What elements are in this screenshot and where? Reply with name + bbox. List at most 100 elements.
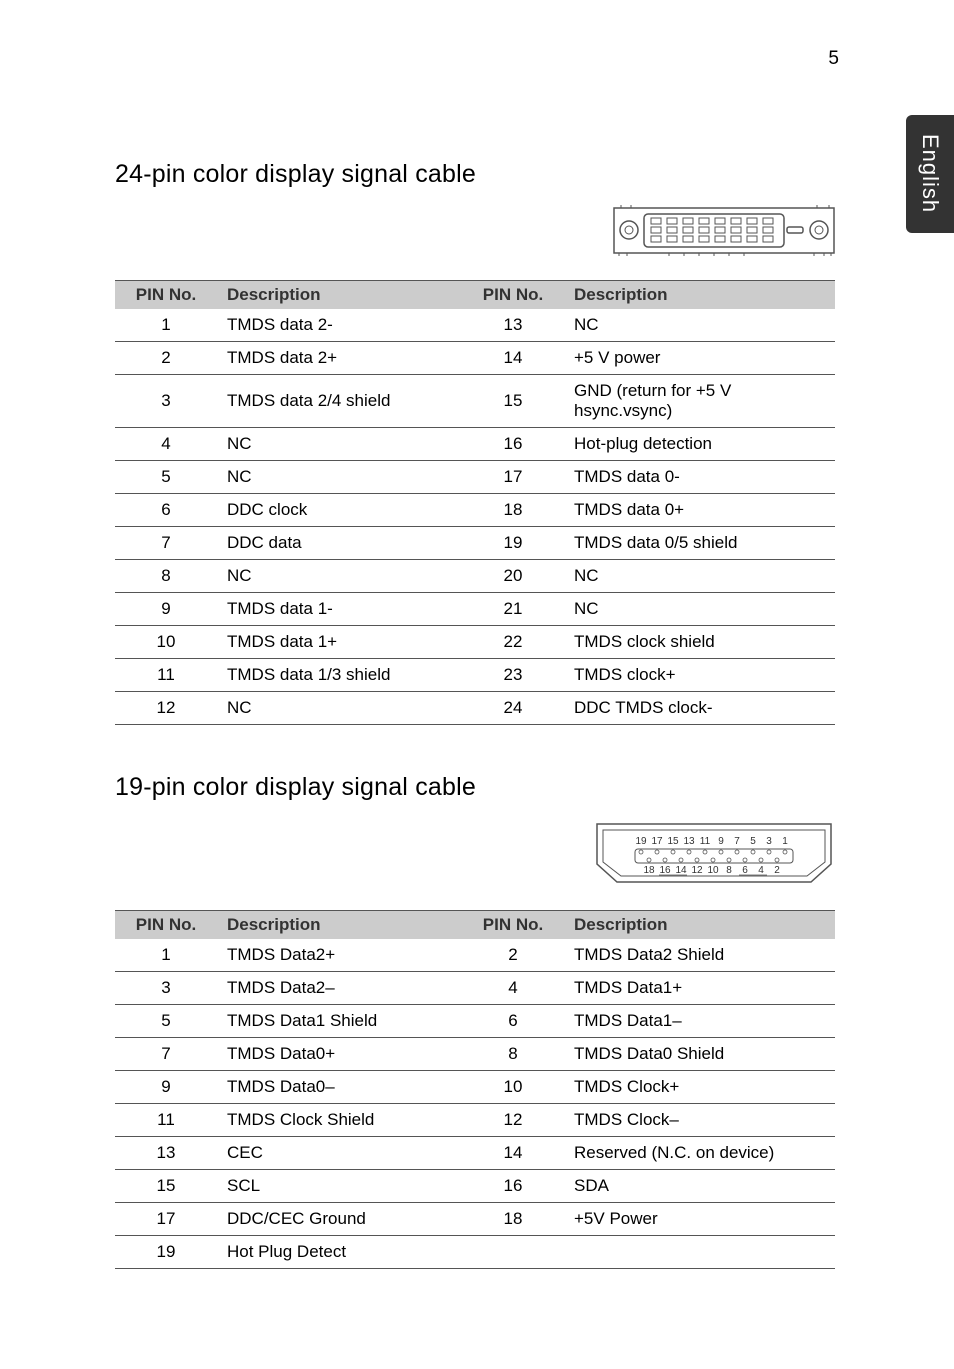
hdmi-pin-label: 18 (643, 865, 655, 876)
table-row: 11TMDS data 1/3 shield23TMDS clock+ (115, 659, 835, 692)
desc-cell: TMDS Clock Shield (217, 1104, 462, 1137)
hdmi-pin-label: 7 (734, 836, 740, 847)
pin-cell: 18 (462, 1203, 564, 1236)
pin-cell: 24 (462, 692, 564, 725)
desc-cell: TMDS Data2+ (217, 939, 462, 972)
table-row: 10TMDS data 1+22TMDS clock shield (115, 626, 835, 659)
table-row: 3TMDS data 2/4 shield15GND (return for +… (115, 375, 835, 428)
pin-cell: 17 (462, 461, 564, 494)
pin-cell: 15 (462, 375, 564, 428)
table-row: 15SCL16SDA (115, 1170, 835, 1203)
desc-cell: TMDS data 1/3 shield (217, 659, 462, 692)
pin-table-19: PIN No. Description PIN No. Description … (115, 910, 835, 1269)
table-row: 19Hot Plug Detect (115, 1236, 835, 1269)
pin-cell: 9 (115, 593, 217, 626)
page: 5 English 24-pin color display signal ca… (0, 0, 954, 1369)
table-row: 17DDC/CEC Ground18+5V Power (115, 1203, 835, 1236)
desc-cell: Hot-plug detection (564, 428, 835, 461)
pin-cell: 19 (115, 1236, 217, 1269)
desc-cell: DDC clock (217, 494, 462, 527)
hdmi-pin-label: 12 (691, 865, 703, 876)
pin-cell: 6 (115, 494, 217, 527)
col-header-desc-b: Description (564, 911, 835, 940)
table-row: 2TMDS data 2+14+5 V power (115, 342, 835, 375)
table-row: 7TMDS Data0+8TMDS Data0 Shield (115, 1038, 835, 1071)
desc-cell: TMDS Data2 Shield (564, 939, 835, 972)
desc-cell: TMDS Data1– (564, 1005, 835, 1038)
desc-cell: TMDS clock+ (564, 659, 835, 692)
col-header-pin-b: PIN No. (462, 281, 564, 310)
desc-cell: NC (217, 428, 462, 461)
desc-cell: Reserved (N.C. on device) (564, 1137, 835, 1170)
pin-cell: 2 (462, 939, 564, 972)
section-19pin: 19-pin color display signal cable 19 (115, 773, 839, 1269)
hdmi-pin-label: 8 (726, 865, 732, 876)
pin-cell: 14 (462, 342, 564, 375)
language-tab-label: English (917, 134, 943, 213)
hdmi-pin-label: 6 (742, 865, 748, 876)
desc-cell: TMDS Data1+ (564, 972, 835, 1005)
desc-cell: TMDS data 1+ (217, 626, 462, 659)
pin-cell: 9 (115, 1071, 217, 1104)
pin-cell: 5 (115, 1005, 217, 1038)
page-number: 5 (828, 48, 839, 70)
col-header-pin-a: PIN No. (115, 281, 217, 310)
pin-cell: 10 (115, 626, 217, 659)
table-row: 1TMDS data 2-13NC (115, 309, 835, 342)
section-24pin-title: 24-pin color display signal cable (115, 160, 839, 189)
table-row: 11TMDS Clock Shield12TMDS Clock– (115, 1104, 835, 1137)
hdmi-pin-label: 2 (774, 865, 780, 876)
table-row: 3TMDS Data2–4TMDS Data1+ (115, 972, 835, 1005)
desc-cell: NC (217, 461, 462, 494)
col-header-pin-b: PIN No. (462, 911, 564, 940)
pin-cell: 4 (115, 428, 217, 461)
hdmi-pin-label: 3 (766, 836, 772, 847)
table-row: 5TMDS Data1 Shield6TMDS Data1– (115, 1005, 835, 1038)
dvi-connector-diagram (115, 203, 839, 258)
hdmi-pin-label: 1 (782, 836, 788, 847)
pin-cell: 6 (462, 1005, 564, 1038)
hdmi-connector-diagram: 19 17 15 13 11 9 7 5 3 1 18 16 14 12 (115, 816, 839, 888)
desc-cell: SCL (217, 1170, 462, 1203)
desc-cell: DDC data (217, 527, 462, 560)
pin-cell: 14 (462, 1137, 564, 1170)
table-header-row: PIN No. Description PIN No. Description (115, 281, 835, 310)
pin-table-24: PIN No. Description PIN No. Description … (115, 280, 835, 725)
table-row: 1TMDS Data2+2TMDS Data2 Shield (115, 939, 835, 972)
hdmi-pin-label: 4 (758, 865, 764, 876)
pin-cell: 17 (115, 1203, 217, 1236)
desc-cell: NC (564, 560, 835, 593)
pin-cell: 3 (115, 375, 217, 428)
hdmi-pin-label: 9 (718, 836, 724, 847)
pin-cell: 7 (115, 1038, 217, 1071)
table-row: 8NC20NC (115, 560, 835, 593)
pin-cell: 1 (115, 939, 217, 972)
hdmi-pin-label: 10 (707, 865, 719, 876)
pin-cell: 3 (115, 972, 217, 1005)
desc-cell: TMDS data 2+ (217, 342, 462, 375)
hdmi-pin-label: 14 (675, 865, 687, 876)
desc-cell: Hot Plug Detect (217, 1236, 462, 1269)
desc-cell: TMDS clock shield (564, 626, 835, 659)
pin-cell: 15 (115, 1170, 217, 1203)
language-tab: English (906, 115, 954, 233)
desc-cell: NC (564, 309, 835, 342)
desc-cell: GND (return for +5 V hsync.vsync) (564, 375, 835, 428)
pin-cell: 7 (115, 527, 217, 560)
hdmi-pin-label: 5 (750, 836, 756, 847)
pin-cell: 8 (462, 1038, 564, 1071)
pin-cell: 13 (462, 309, 564, 342)
table-row: 13CEC14Reserved (N.C. on device) (115, 1137, 835, 1170)
desc-cell: TMDS data 1- (217, 593, 462, 626)
desc-cell: TMDS Clock– (564, 1104, 835, 1137)
desc-cell (564, 1236, 835, 1269)
pin-cell: 11 (115, 659, 217, 692)
desc-cell: TMDS data 0- (564, 461, 835, 494)
pin-cell: 12 (115, 692, 217, 725)
pin-cell: 5 (115, 461, 217, 494)
pin-cell: 22 (462, 626, 564, 659)
col-header-pin-a: PIN No. (115, 911, 217, 940)
section-19pin-title: 19-pin color display signal cable (115, 773, 839, 802)
table-header-row: PIN No. Description PIN No. Description (115, 911, 835, 940)
hdmi-pin-label: 15 (667, 836, 679, 847)
